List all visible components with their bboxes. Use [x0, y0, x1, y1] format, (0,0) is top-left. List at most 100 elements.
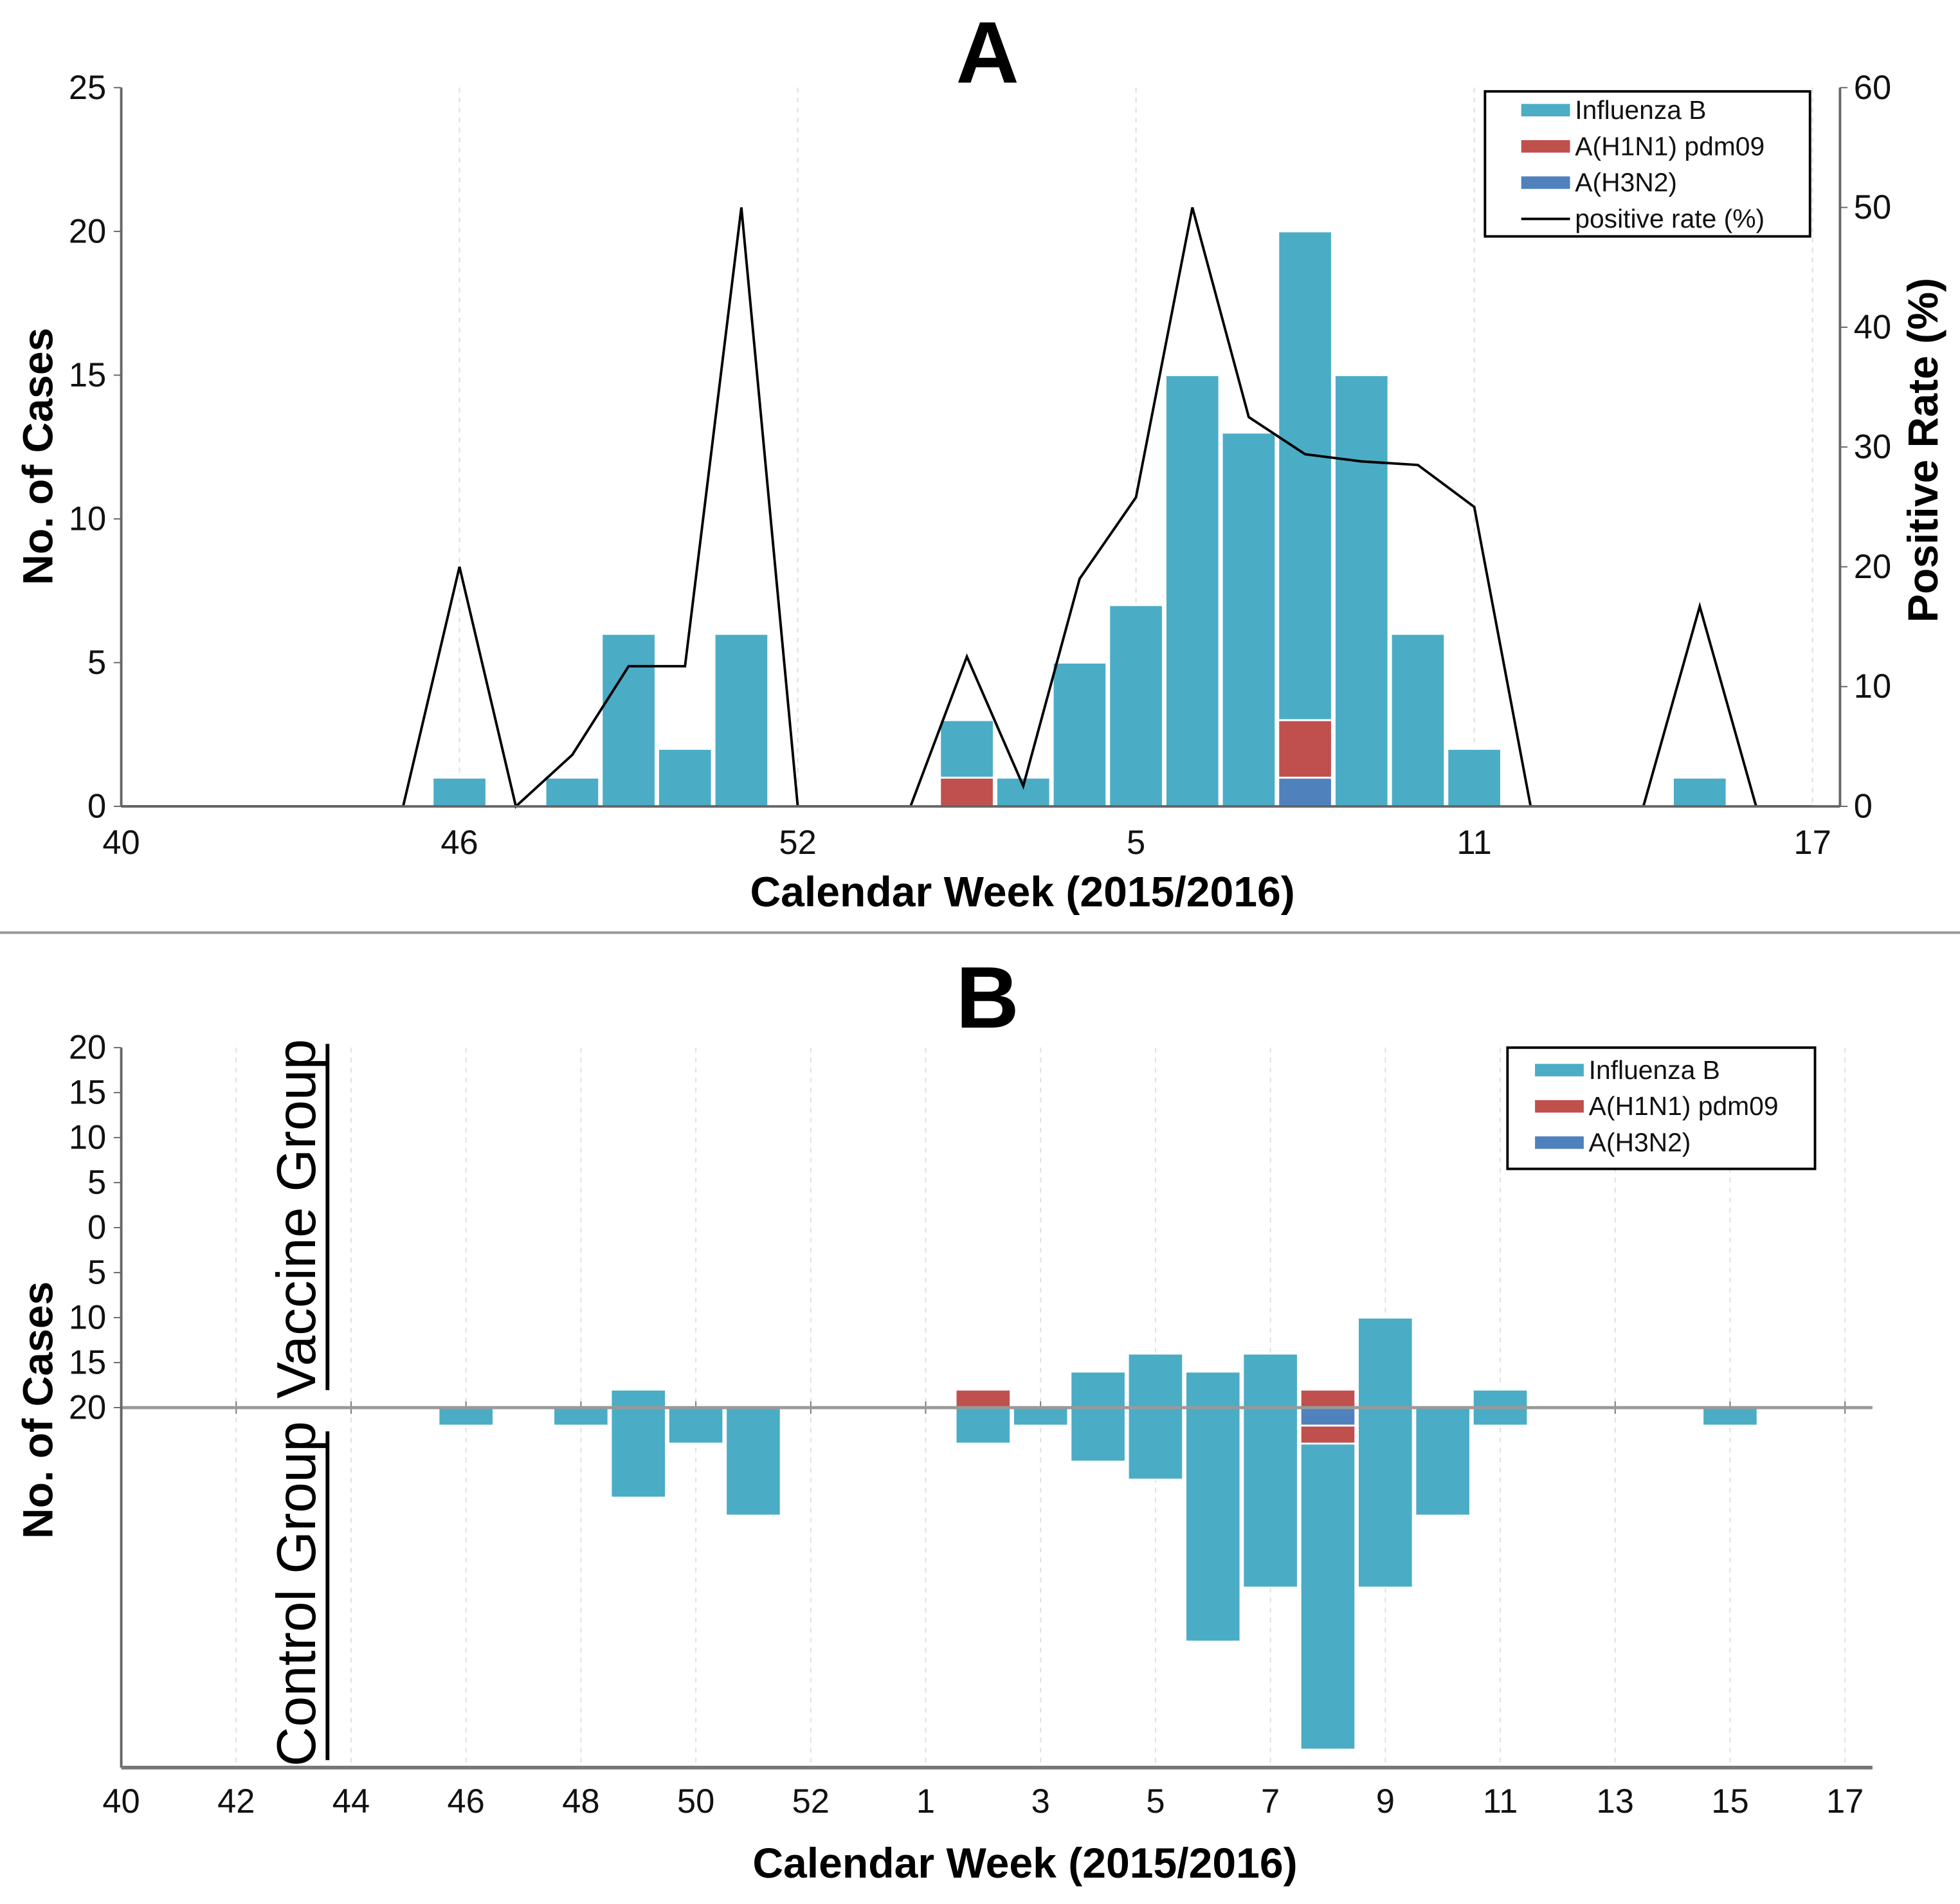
x-tick-label: 17: [1826, 1782, 1864, 1820]
control-bar: [1299, 1442, 1357, 1751]
vaccine-group-label: Vaccine Group: [266, 1039, 327, 1399]
y2-tick-label: 0: [1854, 788, 1873, 826]
panel-b-xlabel: Calendar Week (2015/2016): [752, 1840, 1297, 1887]
x-tick-label: 52: [779, 824, 816, 862]
panel-a-plot: 40 46 52 5 11 17 0 5 10 15 20 25 0 10 20 30 40 50 60 Influe…: [69, 69, 1891, 862]
vaccine-bar: [1471, 1388, 1529, 1409]
vaccine-bar: [1299, 1388, 1357, 1409]
bar-influenza-b: [1446, 748, 1502, 808]
control-bar: [1299, 1424, 1357, 1445]
x-tick-label: 42: [217, 1782, 255, 1820]
x-tick-label: 5: [1146, 1782, 1165, 1820]
control-bar: [667, 1406, 725, 1445]
x-tick-label: 40: [102, 1782, 140, 1820]
vaccine-bar: [954, 1388, 1012, 1409]
x-tick-label: 17: [1793, 824, 1831, 862]
y-tick-label: 10: [69, 1119, 106, 1157]
bar-influenza-b: [657, 748, 713, 808]
control-bar: [1242, 1406, 1299, 1589]
legend: Influenza B A(H1N1) pdm09 A(H3N2) positive …: [1484, 90, 1811, 238]
control-bar: [1414, 1406, 1471, 1517]
y-tick-label: 20: [69, 212, 106, 250]
vaccine-bar: [1127, 1352, 1184, 1409]
bar-influenza-b: [431, 776, 487, 808]
x-tick-label: 52: [792, 1782, 830, 1820]
panel-a-y2label: Positive Rate (%): [1900, 278, 1947, 622]
x-tick-label: 7: [1261, 1782, 1280, 1820]
legend-swatch: [1535, 1100, 1584, 1113]
legend-label: A(H3N2): [1575, 168, 1677, 197]
bar-influenza-b: [1390, 633, 1446, 808]
bar-influenza-b: [1165, 374, 1220, 808]
vaccine-bar: [1357, 1316, 1414, 1409]
x-tick-label: 11: [1483, 1782, 1518, 1820]
y-tick-label: 15: [69, 1344, 106, 1382]
control-bar: [437, 1406, 495, 1427]
legend-swatch: [1521, 176, 1570, 189]
bar-influenza-b: [1220, 431, 1277, 808]
y2-tick-label: 20: [1854, 548, 1891, 586]
bar-influenza-b: [544, 776, 601, 808]
legend-label: Influenza B: [1575, 95, 1706, 125]
y-tick-label: 15: [69, 1074, 106, 1112]
bar-influenza-b: [713, 633, 770, 808]
x-tick-label: 46: [447, 1782, 484, 1820]
legend-swatch: [1535, 1064, 1584, 1076]
legend: Influenza B A(H1N1) pdm09 A(H3N2): [1506, 1046, 1817, 1170]
panel-a-xlabel: Calendar Week (2015/2016): [750, 869, 1294, 916]
y2-tick-label: 60: [1854, 69, 1891, 107]
y-tick-label: 10: [69, 500, 106, 538]
y-tick-label: 0: [87, 788, 106, 826]
bar-influenza-b: [1051, 662, 1108, 808]
panel-b-title: B: [956, 948, 1019, 1046]
x-tick-label: 3: [1031, 1782, 1050, 1820]
positive-rate-line: [121, 207, 1813, 809]
bar-a-h1n1-pdm09: [1277, 719, 1333, 779]
y2-tick-label: 30: [1854, 428, 1891, 466]
x-tick-label: 44: [332, 1782, 370, 1820]
x-tick-label: 48: [562, 1782, 599, 1820]
control-bar: [1701, 1406, 1759, 1427]
vaccine-bar: [1069, 1370, 1127, 1409]
control-bar: [1357, 1406, 1414, 1589]
y-tick-label: 5: [87, 1254, 106, 1292]
legend-label: Influenza B: [1589, 1055, 1720, 1085]
control-bar: [552, 1406, 610, 1427]
bar-influenza-b: [1277, 230, 1333, 721]
legend-swatch: [1521, 140, 1570, 153]
control-bar: [1471, 1406, 1529, 1427]
x-tick-label: 1: [916, 1782, 935, 1820]
control-bar: [954, 1406, 1012, 1445]
control-bar: [1184, 1406, 1242, 1643]
x-tick-label: 40: [102, 824, 140, 862]
legend-label: A(H3N2): [1589, 1128, 1691, 1157]
y-tick-label: 20: [69, 1389, 106, 1427]
x-tick-label: 9: [1376, 1782, 1395, 1820]
control-bar: [725, 1406, 782, 1517]
y2-tick-label: 10: [1854, 667, 1891, 705]
control-bar: [1299, 1406, 1357, 1427]
y2-tick-label: 40: [1854, 308, 1891, 346]
vaccine-bar: [1184, 1370, 1242, 1409]
control-group-label: Control Group: [266, 1421, 327, 1766]
bar-influenza-b: [1672, 776, 1728, 808]
panel-a-ylabel: No. of Cases: [15, 328, 62, 585]
x-tick-label: 13: [1597, 1782, 1634, 1820]
bar-influenza-b: [1334, 374, 1390, 808]
x-tick-label: 5: [1127, 824, 1145, 862]
control-bar: [1127, 1406, 1184, 1481]
y2-tick-label: 50: [1854, 188, 1891, 226]
y-tick-label: 20: [69, 1029, 106, 1067]
panel-a-title: A: [956, 4, 1019, 102]
y-tick-label: 5: [87, 1164, 106, 1202]
legend-label: A(H1N1) pdm09: [1589, 1091, 1779, 1121]
x-tick-label: 46: [440, 824, 478, 862]
y-tick-label: 0: [87, 1209, 106, 1247]
panel-b-ylabel: No. of Cases: [15, 1282, 62, 1539]
y-tick-label: 25: [69, 69, 106, 107]
y-tick-label: 10: [69, 1299, 106, 1337]
y-tick-label: 5: [87, 644, 106, 682]
bar-influenza-b: [601, 633, 657, 808]
bar-a-h1n1-pdm09: [939, 776, 995, 808]
